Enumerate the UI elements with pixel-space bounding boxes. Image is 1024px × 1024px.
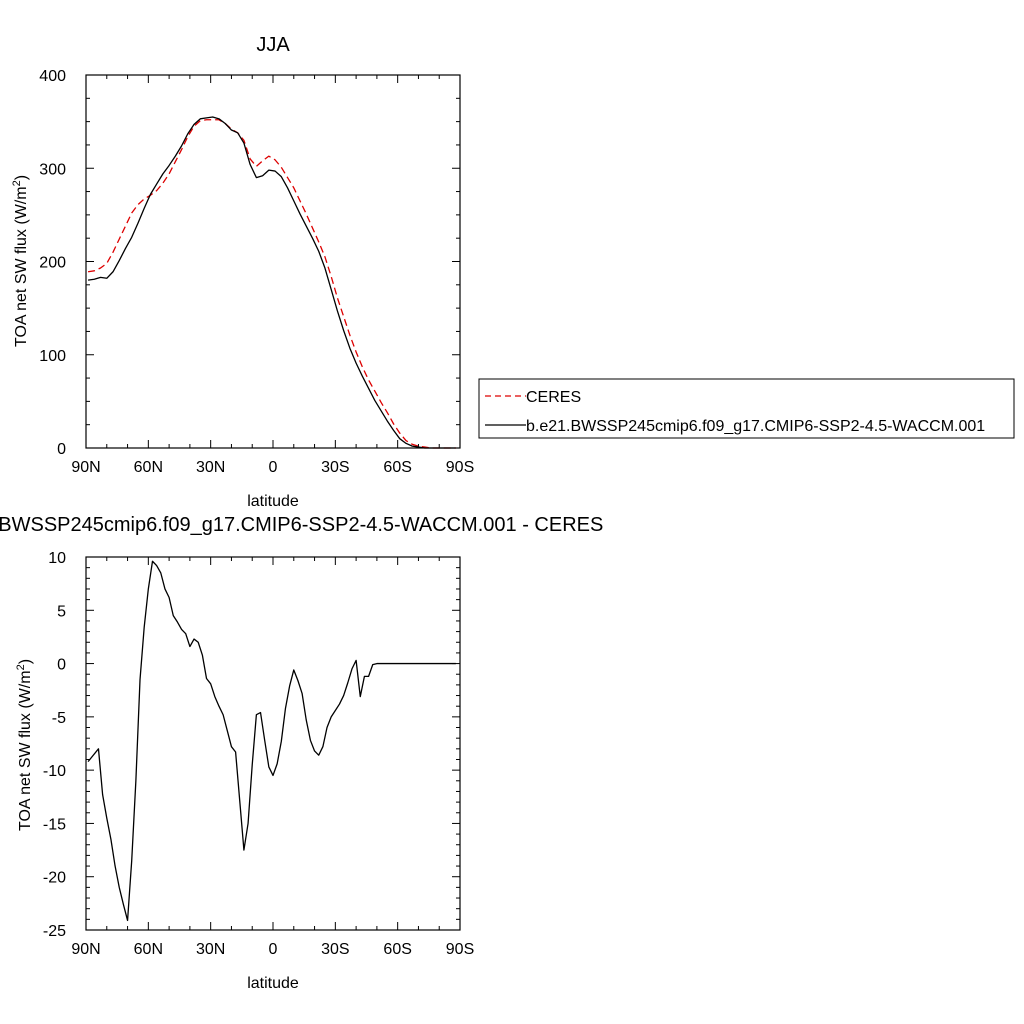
top-series-line-model xyxy=(87,116,456,449)
bottom-y-axis-label: TOA net SW flux (W/m2) xyxy=(15,659,34,831)
legend-box xyxy=(478,378,1015,439)
bottom-x-tick-label: 30N xyxy=(196,941,225,958)
bottom-series-lines xyxy=(87,560,456,922)
bottom-chart-title: b.e21.BWSSP245cmip6.f09_g17.CMIP6-SSP2-4… xyxy=(0,514,603,536)
top-plot-frame xyxy=(85,74,461,449)
bottom-panel: b.e21.BWSSP245cmip6.f09_g17.CMIP6-SSP2-4… xyxy=(0,514,603,992)
top-series-line-ceres xyxy=(87,119,456,449)
top-x-tick-label: 0 xyxy=(269,459,278,476)
bottom-y-tick-label: 10 xyxy=(48,550,66,567)
legend-ceres-label: CERES xyxy=(526,389,581,406)
bottom-y-tick-label: -25 xyxy=(43,923,66,940)
bottom-axis-ticks: 90N 60N 30N 0 30S 60S 90S -25 -20 -15 -10 -5 0 5 10 xyxy=(43,550,474,958)
top-x-tick-label: 30S xyxy=(321,459,349,476)
top-y-tick-label: 0 xyxy=(57,441,66,458)
top-x-tick-label: 90S xyxy=(446,459,474,476)
top-y-tick-label: 400 xyxy=(39,68,66,85)
top-y-tick-label: 300 xyxy=(39,161,66,178)
top-chart-title: JJA xyxy=(256,34,290,56)
top-y-tick-label: 200 xyxy=(39,255,66,272)
bottom-x-tick-label: 90S xyxy=(446,941,474,958)
bottom-series-line-model xyxy=(87,560,456,922)
legend-model-label: b.e21.BWSSP245cmip6.f09_g17.CMIP6-SSP2-4… xyxy=(526,418,985,435)
bottom-x-tick-label: 30S xyxy=(321,941,349,958)
top-x-tick-label: 60S xyxy=(383,459,411,476)
bottom-x-axis-label: latitude xyxy=(247,975,299,992)
top-x-axis-label: latitude xyxy=(247,493,299,510)
top-panel: JJA 90N 60N 30N 0 30S 60S 90S 0 100 200 300 400 lat… xyxy=(11,34,474,510)
bottom-x-tick-label: 60S xyxy=(383,941,411,958)
top-axis-ticks: 90N 60N 30N 0 30S 60S 90S 0 100 200 300 400 xyxy=(39,68,474,476)
bottom-y-tick-label: 5 xyxy=(57,603,66,620)
top-y-tick-label: 100 xyxy=(39,348,66,365)
bottom-y-tick-label: 0 xyxy=(57,657,66,674)
bottom-y-tick-label: -15 xyxy=(43,816,66,833)
bottom-y-tick-label: -20 xyxy=(43,870,66,887)
bottom-y-tick-label: -10 xyxy=(43,763,66,780)
top-x-tick-label: 90N xyxy=(71,459,100,476)
legend: CERES b.e21.BWSSP245cmip6.f09_g17.CMIP6-… xyxy=(478,378,1015,439)
bottom-x-tick-label: 90N xyxy=(71,941,100,958)
top-series-lines xyxy=(87,116,456,449)
bottom-y-tick-label: -5 xyxy=(52,710,66,727)
bottom-x-tick-label: 0 xyxy=(269,941,278,958)
top-y-axis-label: TOA net SW flux (W/m2) xyxy=(11,175,30,347)
bottom-x-tick-label: 60N xyxy=(134,941,163,958)
top-x-tick-label: 60N xyxy=(134,459,163,476)
bottom-plot-frame xyxy=(85,556,461,931)
top-x-tick-label: 30N xyxy=(196,459,225,476)
